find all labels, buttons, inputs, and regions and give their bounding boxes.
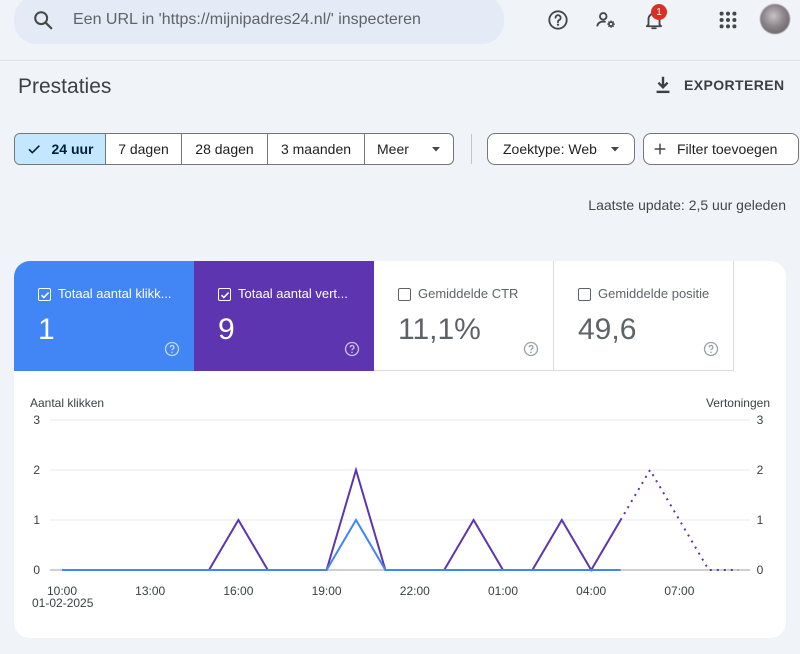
help-icon[interactable]	[546, 8, 570, 32]
last-update-text: Laatste update: 2,5 uur geleden	[588, 197, 786, 213]
date-range-label: 24 uur	[51, 141, 94, 157]
help-circle-icon[interactable]	[164, 341, 180, 357]
date-range-selector: 24 uur 7 dagen 28 dagen 3 maanden Meer	[14, 133, 454, 165]
search-type-label: Zoektype: Web	[503, 141, 597, 157]
metric-label: Totaal aantal vert...	[238, 286, 348, 301]
dropdown-arrow-icon	[610, 147, 619, 152]
metric-label: Gemiddelde positie	[598, 286, 710, 301]
download-icon	[656, 76, 670, 94]
search-input[interactable]: Een URL in 'https://mijnipadres24.nl/' i…	[73, 11, 421, 28]
account-avatar[interactable]	[760, 4, 790, 34]
date-range-label: Meer	[377, 141, 409, 157]
help-circle-icon[interactable]	[523, 341, 539, 357]
metric-average-position[interactable]: Gemiddelde positie 49,6	[554, 261, 734, 371]
date-range-label: 28 dagen	[195, 141, 254, 157]
export-button[interactable]: EXPORTEREN	[652, 70, 784, 100]
checkbox-checked-icon[interactable]	[218, 288, 231, 301]
add-filter-button[interactable]: Filter toevoegen	[643, 133, 799, 165]
metric-label: Totaal aantal klikk...	[58, 286, 172, 301]
add-filter-label: Filter toevoegen	[677, 141, 778, 157]
search-icon	[34, 11, 53, 30]
metric-total-clicks[interactable]: Totaal aantal klikk... 1	[14, 261, 194, 371]
date-range-28d[interactable]: 28 dagen	[182, 134, 268, 164]
date-range-7d[interactable]: 7 dagen	[106, 134, 182, 164]
plus-icon	[654, 143, 666, 155]
date-range-24h[interactable]: 24 uur	[15, 134, 106, 164]
metric-average-ctr[interactable]: Gemiddelde CTR 11,1%	[374, 261, 554, 371]
metric-value: 9	[218, 313, 235, 346]
metric-total-impressions[interactable]: Totaal aantal vert... 9	[194, 261, 374, 371]
export-label: EXPORTEREN	[684, 77, 785, 93]
metric-value: 1	[38, 313, 55, 346]
date-range-more[interactable]: Meer	[365, 134, 453, 164]
date-range-label: 3 maanden	[280, 141, 352, 157]
notification-badge: 1	[651, 4, 667, 20]
apps-grid-icon[interactable]	[716, 8, 740, 32]
metric-value: 11,1%	[398, 313, 481, 346]
page-title: Prestaties	[18, 75, 112, 98]
performance-card: Totaal aantal klikk... 1 Totaal aantal v…	[14, 261, 786, 638]
manage-accounts-icon[interactable]	[594, 8, 618, 32]
help-circle-icon[interactable]	[703, 341, 719, 357]
checkbox-unchecked-icon[interactable]	[398, 288, 411, 301]
checkbox-checked-icon[interactable]	[38, 288, 51, 301]
metric-value: 49,6	[578, 313, 637, 346]
metric-label: Gemiddelde CTR	[418, 286, 519, 301]
date-range-3m[interactable]: 3 maanden	[268, 134, 365, 164]
filter-divider	[471, 134, 472, 164]
header-divider	[0, 60, 800, 61]
help-circle-icon[interactable]	[344, 341, 360, 357]
top-bar: Een URL in 'https://mijnipadres24.nl/' i…	[0, 0, 800, 46]
date-range-label: 7 dagen	[118, 141, 169, 157]
check-icon	[28, 145, 41, 154]
url-inspection-search[interactable]: Een URL in 'https://mijnipadres24.nl/' i…	[14, 0, 504, 44]
checkbox-unchecked-icon[interactable]	[578, 288, 591, 301]
dropdown-arrow-icon	[431, 147, 440, 152]
search-type-dropdown[interactable]: Zoektype: Web	[487, 133, 635, 165]
